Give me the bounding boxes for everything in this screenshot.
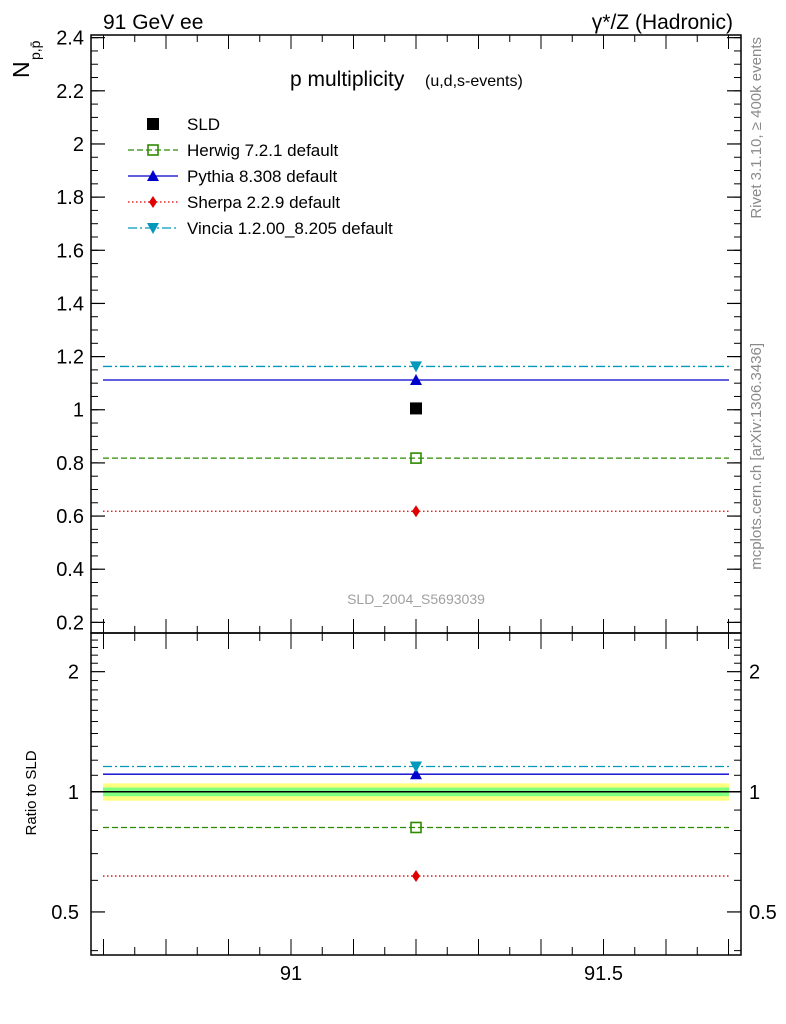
ratio-point-herwig xyxy=(410,821,422,834)
main-title-text: p multiplicity xyxy=(290,68,405,91)
main-point-herwig xyxy=(410,452,422,464)
main-panel-data xyxy=(103,361,729,518)
main-ytick-label: 2.4 xyxy=(56,28,84,50)
main-ytick-label: 1.2 xyxy=(56,347,84,369)
legend-label-pythia: Pythia 8.308 default xyxy=(187,167,338,186)
ratio-panel-axes: 0.5 0.5 1 1 2 2 91 91.5 xyxy=(51,632,777,985)
ratio-ytick-label: 0.5 xyxy=(51,902,79,924)
ratio-xtick-label: 91 xyxy=(280,963,302,985)
analysis-watermark: SLD_2004_S5693039 xyxy=(347,591,485,607)
main-title: p multiplicity (u,d,s-events) xyxy=(290,68,523,91)
main-y-axis-label: N p,p̄ xyxy=(8,40,43,78)
main-ytick-label: 1.8 xyxy=(56,187,84,209)
legend-marker-herwig xyxy=(147,144,159,156)
process-label: γ*/Z (Hadronic) xyxy=(592,11,733,34)
ratio-panel-data xyxy=(91,761,741,883)
energy-label: 91 GeV ee xyxy=(103,11,203,34)
main-point-sherpa xyxy=(412,505,420,518)
legend-marker-pythia xyxy=(147,170,159,181)
ratio-point-pythia xyxy=(410,768,422,780)
ratio-ytick-label-right: 1 xyxy=(749,782,760,804)
main-ytick-label: 1.4 xyxy=(56,293,84,315)
main-point-sld xyxy=(410,402,422,415)
ratio-point-vincia xyxy=(410,761,422,773)
legend: SLD Herwig 7.2.1 default Pythia 8.308 defa… xyxy=(128,115,393,238)
ratio-point-sherpa xyxy=(412,870,420,883)
rivet-label: Rivet 3.1.10, ≥ 400k events xyxy=(748,37,765,219)
legend-label-sherpa: Sherpa 2.2.9 default xyxy=(187,193,340,212)
ratio-ytick-label: 1 xyxy=(68,782,79,804)
main-title-suffix: (u,d,s-events) xyxy=(425,73,523,90)
main-ytick-label: 0.8 xyxy=(56,453,84,475)
legend-marker-sld xyxy=(147,118,159,130)
ratio-ytick-label: 2 xyxy=(68,662,79,684)
legend-label-herwig: Herwig 7.2.1 default xyxy=(187,141,338,160)
main-ytick-label: 0.6 xyxy=(56,506,84,528)
main-ytick-label: 0.2 xyxy=(56,612,84,634)
main-ytick-label: 1.6 xyxy=(56,240,84,262)
legend-label-vincia: Vincia 1.2.00_8.205 default xyxy=(187,219,393,238)
ratio-xtick-label: 91.5 xyxy=(584,963,623,985)
legend-marker-sherpa xyxy=(149,196,157,208)
main-ytick-label: 2.2 xyxy=(56,81,84,103)
main-ylabel: N xyxy=(8,61,34,78)
main-ylabel-subscript: p,p̄ xyxy=(27,40,43,60)
ratio-ytick-label-right: 0.5 xyxy=(749,902,777,924)
mcplots-label: mcplots.cern.ch [arXiv:1306.3436] xyxy=(748,343,765,570)
main-ytick-label: 1 xyxy=(73,400,84,422)
legend-marker-vincia xyxy=(147,223,159,234)
legend-label-sld: SLD xyxy=(187,115,220,134)
main-ytick-label: 2 xyxy=(73,134,84,156)
ratio-ylabel: Ratio to SLD xyxy=(23,750,40,835)
main-point-vincia xyxy=(410,361,422,373)
main-panel-axes: 0.2 0.4 0.6 0.8 1 1.2 1.4 1.6 1.8 2 2.2 2.4 xyxy=(56,28,742,634)
main-ytick-label: 0.4 xyxy=(56,559,84,581)
ratio-ytick-label-right: 2 xyxy=(749,662,760,684)
main-point-pythia xyxy=(410,373,422,385)
